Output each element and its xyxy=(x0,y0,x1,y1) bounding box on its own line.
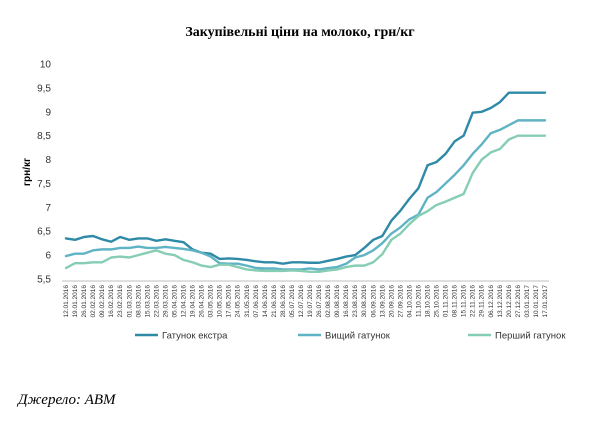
x-tick-label: 12.01.2016 xyxy=(63,285,70,318)
x-tick-label: 07.06.2016 xyxy=(253,285,260,318)
x-tick-label: 03.01.2017 xyxy=(524,285,531,318)
x-tick-label: 30.08.2016 xyxy=(361,285,368,318)
x-tick-label: 05.07.2016 xyxy=(289,285,296,318)
x-tick-label: 04.10.2016 xyxy=(406,285,413,318)
x-tick-label: 26.01.2016 xyxy=(81,285,88,318)
x-tick-label: 24.05.2016 xyxy=(235,285,242,318)
x-tick-label: 10.05.2016 xyxy=(217,285,224,318)
y-tick-label: 10 xyxy=(40,60,52,71)
source-note: Джерело: АВМ xyxy=(18,392,116,408)
x-tick-label: 26.07.2016 xyxy=(316,285,323,318)
x-tick-label: 26.04.2016 xyxy=(199,285,206,318)
y-axis: 5,5 6 6,5 7 7,5 8 8,5 9 9,5 10 xyxy=(37,60,51,286)
x-tick-label: 27.09.2016 xyxy=(397,285,404,318)
x-tick-label: 17.01.2017 xyxy=(542,285,549,318)
x-tick-label: 06.12.2016 xyxy=(488,285,495,318)
x-tick-label: 10.01.2017 xyxy=(533,285,540,318)
y-axis-label: грн/кг xyxy=(22,158,33,186)
x-tick-label: 16.02.2016 xyxy=(108,285,115,318)
x-tick-label: 22.11.2016 xyxy=(470,285,477,317)
legend-label: Перший гатунок xyxy=(495,331,566,342)
y-tick-label: 7 xyxy=(45,203,51,214)
x-tick-label: 20.12.2016 xyxy=(506,285,513,318)
x-tick-label: 02.02.2016 xyxy=(90,285,97,318)
y-tick-label: 7,5 xyxy=(37,179,51,190)
x-tick-label: 22.03.2016 xyxy=(153,285,160,318)
y-tick-label: 6,5 xyxy=(37,227,51,238)
chart-title: Закупівельні ціни на молоко, грн/кг xyxy=(185,25,414,40)
x-tick-label: 19.07.2016 xyxy=(307,285,314,318)
x-tick-label: 17.05.2016 xyxy=(226,285,233,318)
legend-label: Гатунок екстра xyxy=(162,331,228,342)
x-tick-label: 21.06.2016 xyxy=(271,285,278,318)
x-tick-label: 08.11.2016 xyxy=(452,285,459,317)
x-tick-label: 01.11.2016 xyxy=(443,285,450,317)
x-axis: 12.01.2016 19.01.2016 26.01.2016 02.02.2016… xyxy=(62,280,549,318)
series-line-3 xyxy=(64,134,547,274)
x-tick-label: 20.09.2016 xyxy=(388,285,395,318)
x-tick-label: 12.07.2016 xyxy=(298,285,305,318)
x-tick-label: 01.03.2016 xyxy=(126,285,133,318)
x-tick-label: 19.01.2016 xyxy=(72,285,79,318)
x-tick-label: 18.10.2016 xyxy=(425,285,432,318)
legend-label: Вищий гатунок xyxy=(325,331,391,342)
y-tick-label: 5,5 xyxy=(37,275,51,286)
x-tick-label: 12.04.2016 xyxy=(180,285,187,318)
x-tick-label: 05.04.2016 xyxy=(171,285,178,318)
plot-area xyxy=(64,91,547,274)
y-tick-label: 6 xyxy=(45,251,51,262)
x-tick-label: 27.12.2016 xyxy=(515,285,522,318)
x-tick-label: 03.05.2016 xyxy=(208,285,215,318)
y-tick-label: 8,5 xyxy=(37,131,51,142)
x-tick-label: 06.09.2016 xyxy=(370,285,377,318)
x-tick-label: 09.02.2016 xyxy=(99,285,106,318)
x-tick-label: 31.05.2016 xyxy=(244,285,251,318)
legend: Гатунок екстра Вищий гатунок Перший гатуно… xyxy=(135,331,566,342)
y-tick-label: 9,5 xyxy=(37,83,51,94)
x-tick-label: 13.09.2016 xyxy=(379,285,386,318)
x-tick-label: 15.03.2016 xyxy=(144,285,151,318)
x-tick-label: 16.08.2016 xyxy=(343,285,350,318)
x-tick-label: 11.10.2016 xyxy=(415,285,422,317)
y-tick-label: 8 xyxy=(45,155,51,166)
x-tick-label: 25.10.2016 xyxy=(434,285,441,318)
x-tick-label: 29.03.2016 xyxy=(162,285,169,318)
x-tick-label: 13.12.2016 xyxy=(497,285,504,318)
series-line-1 xyxy=(64,91,547,265)
x-tick-label: 09.08.2016 xyxy=(334,285,341,318)
x-tick-label: 23.02.2016 xyxy=(117,285,124,318)
x-tick-label: 23.08.2016 xyxy=(352,285,359,318)
y-tick-label: 9 xyxy=(45,107,51,118)
series-line-2 xyxy=(64,119,547,271)
x-tick-label: 19.04.2016 xyxy=(190,285,197,318)
x-tick-label: 08.03.2016 xyxy=(135,285,142,318)
x-tick-label: 15.11.2016 xyxy=(461,285,468,317)
x-tick-label: 14.06.2016 xyxy=(262,285,269,318)
x-tick-label: 02.08.2016 xyxy=(325,285,332,318)
x-tick-label: 29.11.2016 xyxy=(479,285,486,317)
x-tick-label: 28.06.2016 xyxy=(280,285,287,318)
